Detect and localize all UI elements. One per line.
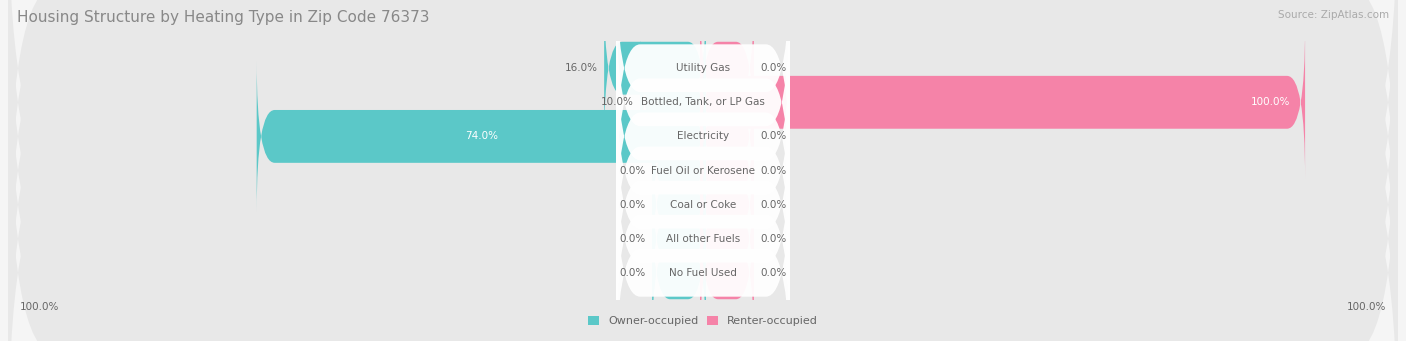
FancyBboxPatch shape <box>700 27 1305 178</box>
Text: Bottled, Tank, or LP Gas: Bottled, Tank, or LP Gas <box>641 97 765 107</box>
FancyBboxPatch shape <box>8 0 1398 328</box>
Text: Housing Structure by Heating Type in Zip Code 76373: Housing Structure by Heating Type in Zip… <box>17 10 429 25</box>
FancyBboxPatch shape <box>8 0 1398 260</box>
FancyBboxPatch shape <box>257 61 706 212</box>
Text: 0.0%: 0.0% <box>620 165 647 176</box>
FancyBboxPatch shape <box>700 163 754 314</box>
FancyBboxPatch shape <box>605 0 706 144</box>
Legend: Owner-occupied, Renter-occupied: Owner-occupied, Renter-occupied <box>583 311 823 331</box>
FancyBboxPatch shape <box>652 163 706 314</box>
Text: 74.0%: 74.0% <box>465 131 498 142</box>
FancyBboxPatch shape <box>700 0 754 144</box>
FancyBboxPatch shape <box>8 13 1398 341</box>
Text: 0.0%: 0.0% <box>759 63 786 73</box>
Text: Utility Gas: Utility Gas <box>676 63 730 73</box>
Text: 100.0%: 100.0% <box>20 302 59 312</box>
Text: 16.0%: 16.0% <box>565 63 598 73</box>
Text: 0.0%: 0.0% <box>759 165 786 176</box>
Text: 0.0%: 0.0% <box>759 199 786 210</box>
FancyBboxPatch shape <box>652 95 706 246</box>
Text: Electricity: Electricity <box>676 131 730 142</box>
FancyBboxPatch shape <box>700 95 754 246</box>
FancyBboxPatch shape <box>640 27 706 178</box>
FancyBboxPatch shape <box>652 197 706 341</box>
Text: 100.0%: 100.0% <box>1251 97 1291 107</box>
Text: 10.0%: 10.0% <box>602 97 634 107</box>
FancyBboxPatch shape <box>652 129 706 280</box>
FancyBboxPatch shape <box>700 197 754 341</box>
Text: Fuel Oil or Kerosene: Fuel Oil or Kerosene <box>651 165 755 176</box>
FancyBboxPatch shape <box>8 81 1398 341</box>
FancyBboxPatch shape <box>616 126 790 341</box>
Text: 0.0%: 0.0% <box>620 234 647 244</box>
Text: Coal or Coke: Coal or Coke <box>669 199 737 210</box>
FancyBboxPatch shape <box>616 0 790 215</box>
Text: 0.0%: 0.0% <box>620 268 647 278</box>
Text: Source: ZipAtlas.com: Source: ZipAtlas.com <box>1278 10 1389 20</box>
FancyBboxPatch shape <box>700 129 754 280</box>
Text: All other Fuels: All other Fuels <box>666 234 740 244</box>
FancyBboxPatch shape <box>616 24 790 249</box>
FancyBboxPatch shape <box>616 92 790 317</box>
Text: No Fuel Used: No Fuel Used <box>669 268 737 278</box>
FancyBboxPatch shape <box>700 61 754 212</box>
FancyBboxPatch shape <box>616 58 790 283</box>
FancyBboxPatch shape <box>8 0 1398 341</box>
FancyBboxPatch shape <box>616 160 790 341</box>
FancyBboxPatch shape <box>616 0 790 181</box>
FancyBboxPatch shape <box>8 0 1398 294</box>
FancyBboxPatch shape <box>8 47 1398 341</box>
Text: 0.0%: 0.0% <box>620 199 647 210</box>
Text: 100.0%: 100.0% <box>1347 302 1386 312</box>
Text: 0.0%: 0.0% <box>759 268 786 278</box>
Text: 0.0%: 0.0% <box>759 131 786 142</box>
Text: 0.0%: 0.0% <box>759 234 786 244</box>
